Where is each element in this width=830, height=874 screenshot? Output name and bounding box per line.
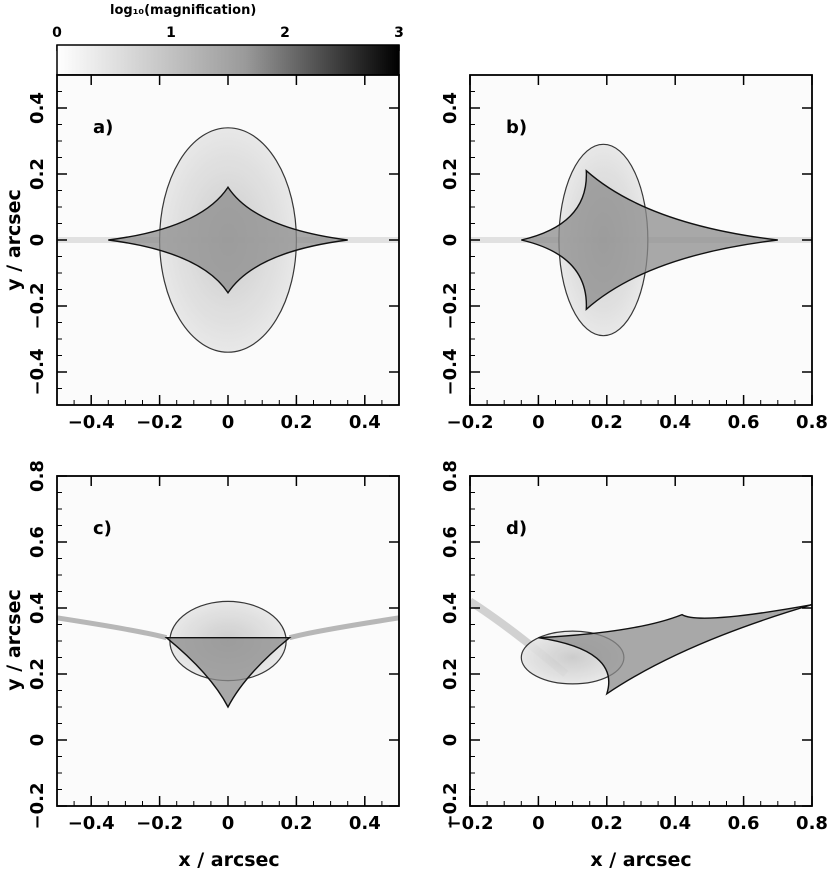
y-tick-label: 0.4 [27,592,48,624]
y-tick-label: −0.2 [440,283,461,330]
y-tick-label: 0.6 [440,526,461,558]
colorbar-tick-label: 0 [52,25,62,41]
cusp-streak [57,615,168,641]
y-tick-label: 0 [440,234,461,247]
y-tick-label: 0 [440,734,461,747]
colorbar: log₁₀(magnification) 0 1 2 3 [52,3,404,76]
x-tick-label: −0.2 [447,813,494,834]
x-axis-title-right: x / arcsec [590,849,691,871]
y-tick-label: 0 [27,234,48,247]
y-tick-label: −0.2 [440,783,461,830]
colorbar-tick-label: 3 [394,25,404,41]
x-tick-label: 0.2 [591,412,623,433]
x-tick-label: 0 [532,813,545,834]
y-axis-title-bottom: y / arcsec [3,589,25,690]
y-tick-label: 0.2 [27,158,48,190]
y-tick-label: −0.2 [27,783,48,830]
x-tick-label: 0.8 [796,412,828,433]
y-tick-label: 0.4 [440,92,461,124]
x-tick-label: 0.2 [280,412,312,433]
x-tick-label: 0 [532,412,545,433]
panel-b: −0.2 0 0.2 0.4 0.6 0.8 −0.4 −0.2 0 0.2 0.4 b) [440,74,828,433]
x-tick-label: −0.2 [136,813,183,834]
inner-caustic [108,185,348,295]
y-axis-title-top: y / arcsec [3,189,25,290]
panel-label: a) [93,117,113,138]
y-tick-label: 0 [27,734,48,747]
panel-label: d) [506,518,527,539]
colorbar-tick-label: 2 [280,25,290,41]
x-tick-label: 0.2 [591,813,623,834]
x-tick-label: −0.2 [447,412,494,433]
y-tick-label: 0.6 [27,526,48,558]
panel-label: c) [93,518,112,539]
inner-caustic [164,637,292,709]
x-tick-label: 0 [222,813,235,834]
y-tick-label: −0.4 [440,349,461,396]
y-tick-label: 0.4 [27,92,48,124]
y-tick-label: 0.8 [27,460,48,492]
y-tick-label: 0.2 [440,658,461,690]
x-tick-label: 0.4 [349,412,381,433]
x-tick-label: 0.4 [349,813,381,834]
y-tick-label: 0.8 [440,460,461,492]
x-tick-label: 0.2 [280,813,312,834]
x-tick-label: −0.2 [136,412,183,433]
y-tick-label: 0.4 [440,592,461,624]
y-tick-label: 0.2 [27,658,48,690]
x-tick-label: 0.6 [728,813,760,834]
panel-d: −0.2 0 0.2 0.4 0.6 0.8 −0.2 0 0.2 0.4 0.6 0.8 d) [440,460,828,834]
x-tick-label: 0 [222,412,235,433]
x-tick-label: −0.4 [68,412,115,433]
colorbar-gradient [56,44,400,76]
panel-a: −0.4 −0.2 0 0.2 0.4 −0.4 −0.2 0 0.2 0.4 a) [27,74,400,433]
x-tick-label: 0.8 [796,813,828,834]
x-tick-label: 0.6 [728,412,760,433]
colorbar-tick-label: 1 [166,25,176,41]
cusp-streak [288,615,399,641]
panel-label: b) [506,117,527,138]
x-tick-label: −0.4 [68,813,115,834]
inner-caustic [521,169,778,311]
y-tick-label: −0.2 [27,283,48,330]
x-tick-label: 0.4 [659,412,691,433]
x-axis-title-left: x / arcsec [178,849,279,871]
x-tick-label: 0.4 [659,813,691,834]
panel-c: −0.4 −0.2 0 0.2 0.4 −0.2 0 0.2 0.4 0.6 0.8 c) [27,460,400,834]
y-tick-label: 0.2 [440,158,461,190]
y-tick-label: −0.4 [27,349,48,396]
colorbar-title: log₁₀(magnification) [110,3,256,18]
